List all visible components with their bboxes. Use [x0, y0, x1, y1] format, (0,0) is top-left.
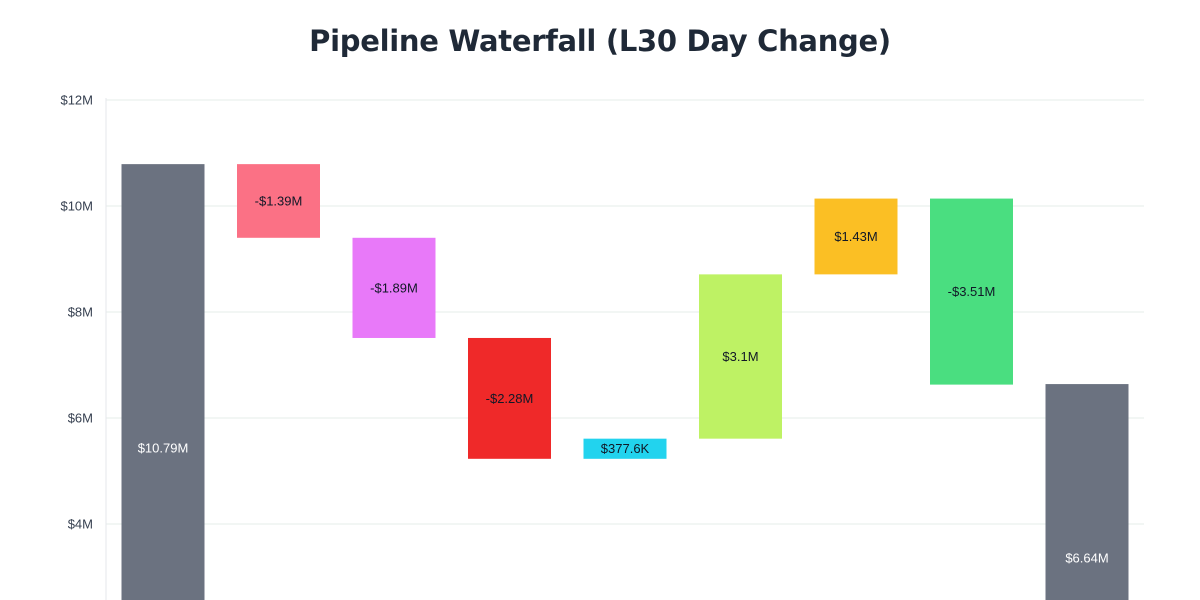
bar-value-label: -$2.28M [486, 391, 534, 406]
y-tick-label: $10M [60, 199, 93, 214]
change-bar [237, 164, 320, 238]
bar-value-label: -$3.51M [948, 284, 996, 299]
change-bar [468, 337, 551, 459]
change-bar [583, 438, 667, 459]
change-bar [352, 237, 436, 338]
bar-value-label: -$1.39M [255, 193, 303, 208]
y-tick-label: $8M [68, 305, 93, 320]
y-axis: $12M $10M $8M $6M $4M [60, 93, 107, 600]
total-bar [1045, 384, 1129, 600]
y-tick-label: $12M [60, 93, 93, 108]
total-bar [121, 164, 205, 600]
y-tick-label: $6M [68, 411, 93, 426]
bar-value-label: $3.1M [722, 349, 758, 364]
chart-title: Pipeline Waterfall (L30 Day Change) [309, 24, 891, 58]
y-tick-label: $4M [68, 517, 93, 532]
bar-value-label: $377.6K [601, 441, 650, 456]
bar-value-label: $1.43M [834, 229, 877, 244]
bar-value-label: $6.64M [1065, 551, 1108, 566]
change-bar [699, 274, 782, 439]
bar-value-label: -$1.89M [370, 280, 418, 295]
bars [121, 164, 1129, 600]
change-bar [814, 198, 898, 275]
bar-value-label: $10.79M [138, 441, 189, 456]
change-bar [930, 198, 1013, 385]
bar-labels: $10.79M -$1.39M -$1.89M -$2.28M $377.6K $3.1M… [138, 193, 1109, 565]
